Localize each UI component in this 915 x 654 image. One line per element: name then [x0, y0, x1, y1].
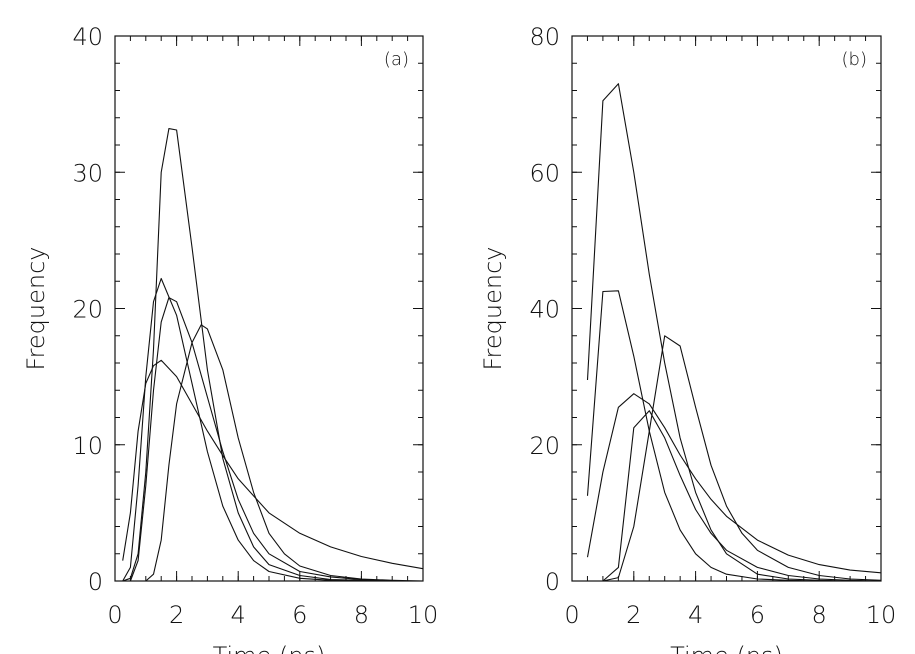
series-line-3: [129, 297, 423, 582]
x-tick-label: 4: [231, 601, 246, 629]
series-line-1: [122, 128, 423, 582]
x-axis-label: Time (ns): [670, 642, 783, 654]
x-tick-label: 8: [812, 601, 827, 629]
series-line-1: [586, 83, 881, 582]
x-tick-label: 10: [408, 601, 439, 629]
x-tick-label: 4: [688, 601, 703, 629]
y-tick-label: 20: [529, 432, 560, 460]
series-line-2: [586, 290, 881, 582]
plot-frame: [571, 35, 882, 582]
y-tick-label: 20: [72, 296, 103, 324]
y-tick-label: 10: [72, 432, 103, 460]
series-line-5: [602, 335, 882, 582]
y-tick-label: 30: [72, 159, 103, 187]
y-tick-label: 0: [88, 568, 103, 596]
y-tick-label: 40: [529, 296, 560, 324]
y-tick-label: 0: [545, 568, 560, 596]
x-tick-label: 0: [564, 601, 579, 629]
x-tick-label: 6: [292, 601, 307, 629]
series-line-5: [122, 359, 424, 570]
x-tick-label: 2: [626, 601, 641, 629]
x-tick-label: 0: [107, 601, 122, 629]
y-axis-label: Frequency: [479, 247, 507, 371]
y-tick-label: 60: [529, 159, 560, 187]
x-tick-label: 10: [866, 601, 897, 629]
plot-frame: [114, 35, 424, 582]
series-line-2: [122, 277, 423, 582]
x-axis-label: Time (ns): [213, 642, 326, 654]
x-tick-label: 6: [750, 601, 765, 629]
series-line-4: [602, 410, 882, 582]
y-tick-label: 80: [529, 23, 560, 51]
panel-label: (a): [384, 49, 409, 70]
x-tick-label: 8: [354, 601, 369, 629]
y-axis-label: Frequency: [22, 247, 50, 371]
series-line-3: [586, 393, 882, 574]
panel-b: 0 2 4 6 8 10 0 20 40 60 80 Time (ns) Frequency (b): [479, 23, 896, 654]
y-tick-label: 40: [72, 23, 103, 51]
x-tick-label: 2: [169, 601, 184, 629]
panel-label: (b): [842, 49, 867, 70]
series-line-4: [145, 324, 424, 582]
panel-a: 0 2 4 6 8 10 0 10 20 30 40 Time (ns) Frequency (a): [22, 23, 438, 654]
